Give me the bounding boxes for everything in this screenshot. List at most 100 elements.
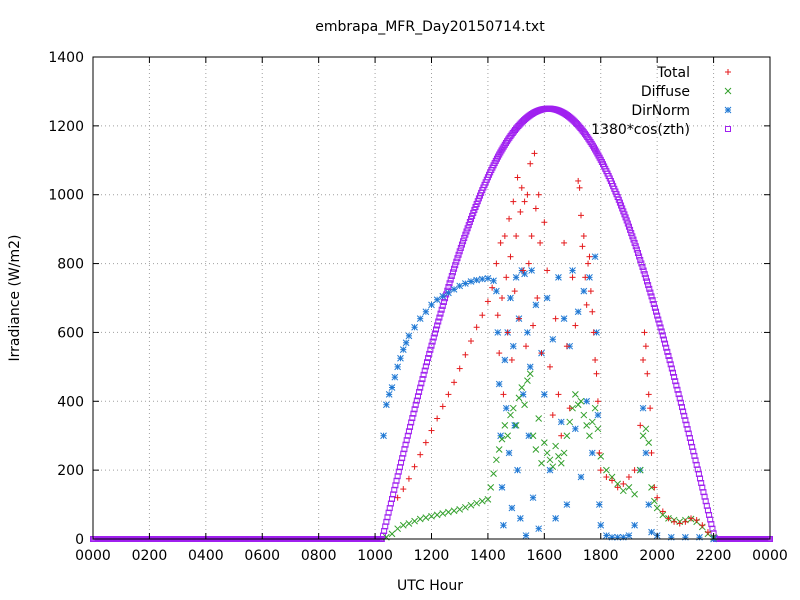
series-diffuse-point [549,463,557,471]
series-total-point [518,184,525,191]
series-total-point [580,233,587,240]
series-dirnorm-point [383,401,390,409]
series-1380-cos-zth-point [640,267,647,274]
series-diffuse-point [478,497,486,505]
series-1380-cos-zth-point [627,226,634,233]
series-dirnorm-point [394,363,402,371]
series-total-point [511,288,518,295]
series-1380-cos-zth-point [621,211,628,218]
series-1380-cos-zth-point [451,265,458,272]
series-dirnorm-point [514,466,521,474]
series-total-point [394,494,401,501]
series-dirnorm-point [391,373,399,381]
series-total-point [493,260,500,267]
series-1380-cos-zth-point [669,369,676,376]
legend-marker [724,106,732,114]
series-1380-cos-zth-point [457,244,464,251]
series-dirnorm-point [500,521,507,529]
series-diffuse-point [504,432,512,440]
series-total-point [609,477,616,484]
x-tick-label: 2000 [639,548,675,564]
series-total-point [676,520,683,527]
series-1380-cos-zth-point [467,215,474,222]
series-dirnorm-point [502,404,510,412]
series-1380-cos-zth-point [647,289,654,296]
series-1380-cos-zth-point [469,212,476,219]
series-1380-cos-zth-point [654,312,661,319]
series-diffuse-point [501,422,509,429]
series-diffuse-point [619,487,627,495]
series-total-point [422,439,429,446]
series-1380-cos-zth-point [435,318,442,325]
series-total-point [642,343,649,350]
series-dirnorm-point [588,449,596,457]
series-dirnorm-point [522,532,530,539]
series-1380-cos-zth-point [628,230,635,237]
series-1380-cos-zth-point [658,328,665,335]
x-tick-label: 0000 [752,548,788,564]
series-1380-cos-zth-point [412,401,419,408]
series-total-point [592,356,599,363]
y-tick-label: 1000 [48,188,84,204]
series-1380-cos-zth-point [417,384,424,391]
series-1380-cos-zth-point [420,371,427,378]
series-1380-cos-zth-point [648,293,655,300]
series-diffuse-point [405,520,413,527]
series-total-point [501,233,508,240]
series-diffuse-point [411,517,418,525]
series-dirnorm-point [484,275,492,282]
series-total-point [699,522,706,529]
series-1380-cos-zth-point [683,421,690,428]
legend-label: Diffuse [641,84,690,100]
legend-entry: Total [656,65,731,81]
series-diffuse-point [645,439,653,446]
series-1380-cos-zth-point [650,300,657,307]
series-1380-cos-zth-point [413,397,420,404]
series-dirnorm-point [540,391,548,398]
series-1380-cos-zth-point [690,448,697,455]
series-diffuse-point [563,432,571,440]
data-points [90,105,773,543]
series-1380-cos-zth-point [681,412,688,419]
series-diffuse-point [650,497,658,505]
series-dirnorm-point [580,287,588,295]
series-dirnorm-point [529,494,537,502]
series-total-point [473,324,480,331]
series-1380-cos-zth-point [677,399,684,406]
series-1380-cos-zth-point [645,282,652,289]
series-1380-cos-zth-point [663,344,670,351]
y-tick-label: 200 [57,463,84,479]
series-total-point [590,329,597,336]
series-1380-cos-zth-point [653,308,660,315]
series-total-point [503,274,510,281]
series-diffuse-point [586,432,593,440]
series-1380-cos-zth-point [651,304,658,311]
series-total-point [552,315,559,322]
series-total-point [654,494,661,501]
series-total-point [555,391,562,398]
y-tick-label: 600 [57,325,84,341]
series-1380-cos-zth-point [448,272,455,279]
series-dirnorm-point [645,501,653,508]
series-dirnorm-point [397,354,404,362]
series-dirnorm-point [461,280,469,287]
series-dirnorm-point [549,335,557,343]
series-1380-cos-zth-point [674,386,681,393]
series-total-point [531,150,538,157]
series-total-point [400,486,407,493]
chart-title: embrapa_MFR_Day20150714.txt [315,19,545,35]
series-1380-cos-zth-point [678,404,685,411]
x-tick-label: 0800 [301,548,337,564]
series-diffuse-point [428,512,435,520]
series-diffuse-point [490,470,497,477]
series-1380-cos-zth-point [639,263,646,270]
series-total-point [603,474,610,481]
series-diffuse [383,370,717,541]
series-total-point [665,515,672,522]
series-1380-cos-zth-point [405,428,412,435]
series-diffuse-point [543,449,551,457]
series-diffuse-point [394,525,402,533]
series-dirnorm-point [507,294,514,302]
series-1380-cos-zth-point [428,342,435,349]
series-total-point [569,274,576,281]
